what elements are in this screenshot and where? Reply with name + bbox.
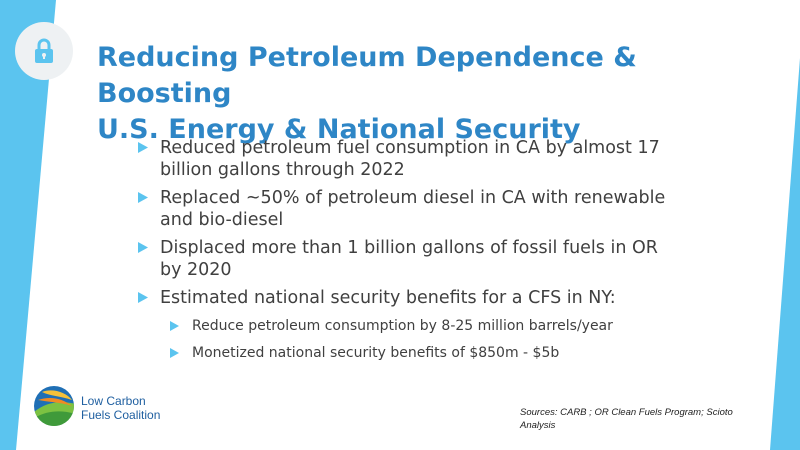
bullet-text-line: Estimated national security benefits for… bbox=[160, 288, 616, 308]
coalition-logo: Low Carbon Fuels Coalition bbox=[32, 382, 232, 430]
bullet-item: Reduced petroleum fuel consumption in CA… bbox=[138, 137, 708, 181]
bullet-item: Replaced ~50% of petroleum diesel in CA … bbox=[138, 187, 708, 231]
bullet-text-line: and bio-diesel bbox=[160, 210, 284, 230]
triangle-bullet-icon bbox=[170, 321, 179, 331]
logo-wordmark: Low Carbon Fuels Coalition bbox=[81, 394, 160, 422]
left-accent-band bbox=[0, 0, 56, 450]
logo-text-line-2: Fuels Coalition bbox=[81, 408, 161, 422]
globe-leaf-icon bbox=[34, 386, 74, 426]
slide-title: Reducing Petroleum Dependence & Boosting… bbox=[97, 40, 757, 148]
bullet-list: Reduced petroleum fuel consumption in CA… bbox=[138, 137, 708, 371]
bullet-text-line: by 2020 bbox=[160, 260, 232, 280]
bullet-text-line: Reduced petroleum fuel consumption in CA… bbox=[160, 138, 660, 158]
sub-bullet-item: Reduce petroleum consumption by 8-25 mil… bbox=[170, 317, 708, 335]
bullet-text-line: Replaced ~50% of petroleum diesel in CA … bbox=[160, 188, 666, 208]
logo-text-line-1: Low Carbon bbox=[81, 394, 146, 408]
sub-bullet-item: Monetized national security benefits of … bbox=[170, 344, 708, 362]
sources-line-2: Analysis bbox=[520, 420, 556, 431]
sub-bullet-list: Reduce petroleum consumption by 8-25 mil… bbox=[170, 317, 708, 362]
bullet-item: Estimated national security benefits for… bbox=[138, 287, 708, 309]
sub-bullet-text: Monetized national security benefits of … bbox=[192, 345, 560, 361]
slide-title-line-2: U.S. Energy & National Security bbox=[97, 114, 581, 145]
triangle-bullet-icon bbox=[138, 142, 148, 153]
lock-icon bbox=[35, 38, 53, 63]
bullet-text-line: Displaced more than 1 billion gallons of… bbox=[160, 238, 658, 258]
triangle-bullet-icon bbox=[138, 242, 148, 253]
sources-note: Sources: CARB ; OR Clean Fuels Program; … bbox=[520, 406, 770, 432]
triangle-bullet-icon bbox=[138, 292, 148, 303]
bullet-item: Displaced more than 1 billion gallons of… bbox=[138, 237, 708, 281]
slide-title-line-1: Reducing Petroleum Dependence & Boosting bbox=[97, 42, 637, 109]
lock-badge bbox=[15, 22, 73, 80]
sub-bullet-text: Reduce petroleum consumption by 8-25 mil… bbox=[192, 318, 613, 334]
sources-line-1: Sources: CARB ; OR Clean Fuels Program; … bbox=[520, 407, 733, 418]
right-accent-band bbox=[770, 58, 800, 450]
triangle-bullet-icon bbox=[170, 348, 179, 358]
bullet-text-line: billion gallons through 2022 bbox=[160, 160, 405, 180]
triangle-bullet-icon bbox=[138, 192, 148, 203]
